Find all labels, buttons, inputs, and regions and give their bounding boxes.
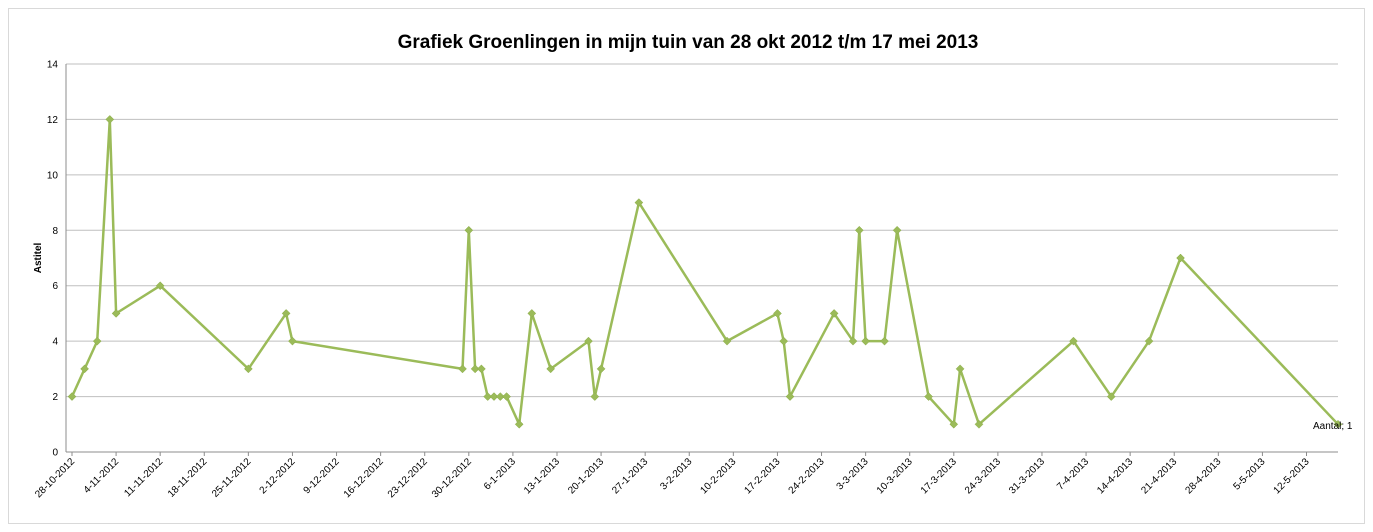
x-tick-label: 7-4-2013 (1055, 456, 1091, 492)
x-tick-label: 5-5-2013 (1231, 456, 1267, 492)
x-tick-label: 2-12-2012 (258, 456, 298, 496)
data-point (974, 419, 984, 429)
x-tick-label: 31-3-2013 (1007, 456, 1047, 496)
data-point (584, 336, 593, 346)
x-tick-label: 21-4-2013 (1139, 456, 1179, 496)
y-axis-ticks: 0 2 4 6 8 10 12 14 (47, 60, 59, 459)
data-point (288, 336, 297, 346)
x-tick-label: 28-4-2013 (1183, 456, 1223, 496)
data-point (477, 364, 486, 374)
data-label-last: Aantal; 1 (1313, 421, 1353, 432)
x-tick-label: 16-12-2012 (342, 456, 386, 500)
x-axis-ticks: 28-10-2012 4-11-2012 11-11-2012 18-11-2012 2… (33, 452, 1312, 500)
data-point (244, 364, 253, 374)
x-tick-label: 24-2-2013 (787, 456, 827, 496)
data-point (722, 336, 732, 346)
data-point (470, 364, 480, 374)
data-point (854, 225, 864, 235)
chart-title: Grafiek Groenlingen in mijn tuin van 28 … (398, 32, 979, 53)
x-tick-label: 12-5-2013 (1272, 456, 1312, 496)
data-point (281, 309, 291, 318)
data-point (634, 198, 644, 207)
data-point (955, 364, 965, 374)
y-tick-label: 2 (52, 392, 58, 403)
data-point (1176, 253, 1185, 263)
data-point (596, 364, 606, 374)
data-point (1069, 336, 1078, 346)
data-point (155, 281, 165, 291)
data-point (546, 364, 556, 374)
data-point (829, 309, 839, 318)
chart-frame (8, 8, 1365, 524)
data-point (458, 364, 467, 374)
y-tick-label: 12 (47, 115, 59, 126)
data-point (779, 336, 789, 346)
data-point (111, 309, 121, 318)
y-tick-label: 14 (47, 60, 59, 71)
x-tick-label: 11-11-2012 (122, 456, 165, 499)
x-tick-label: 14-4-2013 (1095, 456, 1135, 496)
data-point (861, 336, 870, 346)
x-tick-label: 30-12-2012 (430, 456, 474, 500)
data-point (92, 336, 102, 346)
data-point (495, 392, 505, 401)
data-point (483, 392, 493, 401)
series-line (70, 118, 1339, 426)
x-tick-label: 23-12-2012 (386, 456, 430, 500)
x-tick-label: 3-2-2013 (658, 456, 694, 492)
x-tick-label: 3-3-2013 (835, 456, 871, 492)
data-point (67, 392, 77, 401)
x-tick-label: 20-1-2013 (566, 456, 606, 496)
data-point (1106, 392, 1116, 401)
y-tick-label: 4 (52, 337, 58, 348)
x-tick-label: 25-11-2012 (210, 456, 254, 500)
data-point (80, 364, 89, 374)
data-point (464, 225, 474, 235)
x-tick-label: 10-3-2013 (875, 456, 915, 496)
x-tick-label: 17-3-2013 (919, 456, 959, 496)
data-point (590, 392, 600, 401)
x-tick-label: 9-12-2012 (302, 456, 342, 496)
data-point (1144, 336, 1154, 346)
y-tick-label: 10 (47, 170, 59, 181)
y-tick-label: 6 (52, 281, 58, 292)
data-point (892, 225, 902, 235)
data-point (489, 392, 499, 401)
x-tick-label: 10-2-2013 (698, 456, 738, 496)
series-aantal (67, 115, 1343, 429)
data-point (527, 309, 537, 318)
data-point (773, 309, 782, 318)
x-tick-label: 17-2-2013 (743, 456, 783, 496)
data-point (785, 392, 795, 401)
data-point (502, 392, 511, 401)
data-point (880, 336, 889, 346)
x-tick-label: 24-3-2013 (963, 456, 1003, 496)
gridlines (65, 63, 1338, 453)
data-point (848, 336, 858, 346)
y-tick-label: 0 (52, 448, 58, 459)
x-tick-label: 13-1-2013 (522, 456, 562, 496)
data-point (105, 115, 115, 124)
data-point (1333, 419, 1343, 429)
x-tick-label: 28-10-2012 (33, 456, 77, 500)
data-point (949, 419, 959, 429)
x-tick-label: 4-11-2012 (82, 456, 122, 496)
y-tick-label: 8 (52, 226, 58, 237)
x-tick-label: 18-11-2012 (166, 456, 210, 500)
x-tick-label: 6-1-2013 (482, 456, 518, 492)
x-tick-label: 27-1-2013 (610, 456, 650, 496)
data-point (514, 419, 524, 429)
data-point (924, 392, 933, 401)
y-axis-label: Astitel (33, 242, 44, 273)
